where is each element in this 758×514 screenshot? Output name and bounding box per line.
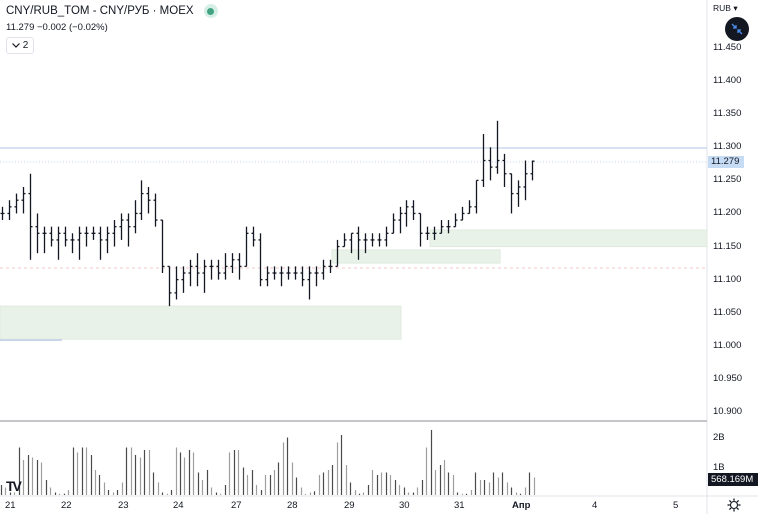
symbol-title: CNY/RUB_TOM - CNY/РУБ · MOEX (6, 5, 194, 17)
price-tick-label: 10.900 (713, 405, 743, 417)
current-volume-tag: 568.169M (708, 473, 758, 486)
last-price: 11.279 (6, 22, 35, 33)
gear-icon (727, 498, 741, 512)
time-tick-label: 30 (399, 500, 410, 511)
symbol-legend: CNY/RUB_TOM - CNY/РУБ · MOEX 11.279 −0.0… (6, 4, 218, 54)
zone-rect (0, 305, 402, 340)
time-tick-label: 4 (592, 500, 598, 511)
currency-label: RUB (713, 3, 731, 13)
price-tick-label: 11.250 (713, 174, 742, 186)
demand-zones (0, 229, 708, 340)
time-tick-label: 22 (61, 500, 72, 511)
price-tick-label: 11.300 (713, 141, 742, 153)
market-status-icon[interactable] (203, 4, 218, 18)
current-price-tag: 11.279 (708, 156, 744, 168)
price-tick-label: 11.050 (713, 306, 742, 318)
price-tick-label: 11.150 (713, 240, 742, 252)
price-change: −0.002 (−0.02%) (37, 22, 108, 33)
volume-label-2b: 2B (713, 432, 725, 443)
price-tick-label: 11.350 (713, 108, 742, 120)
tradingview-logo[interactable]: TV (6, 478, 22, 494)
time-tick-label: 24 (173, 500, 184, 511)
volume-label-1b: 1B (713, 462, 725, 473)
price-tick-label: 11.450 (713, 42, 742, 53)
time-tick-label: 29 (344, 500, 355, 511)
price-tick-label: 11.200 (713, 207, 742, 219)
volume-bars (0, 430, 536, 495)
chevron-down-icon (11, 43, 20, 48)
symbol-title-row[interactable]: CNY/RUB_TOM - CNY/РУБ · MOEX (6, 4, 218, 18)
time-tick-label: 5 (673, 500, 679, 511)
time-tick-label: 21 (5, 500, 16, 511)
price-tick-label: 11.100 (713, 273, 742, 285)
zone-rect (331, 249, 501, 264)
indicator-count: 2 (22, 40, 29, 51)
time-tick-label: 27 (231, 500, 242, 511)
price-tick-label: 10.950 (713, 372, 743, 384)
price-tick-label: 11.400 (713, 75, 742, 87)
time-tick-label: 31 (454, 500, 465, 511)
currency-selector[interactable]: RUB ▾ (713, 3, 738, 13)
collapse-indicators-button[interactable]: 2 (6, 37, 34, 54)
time-tick-label: 28 (287, 500, 298, 511)
chart-settings-button[interactable] (727, 498, 741, 512)
time-tick-label: 23 (118, 500, 129, 511)
zone-rect (429, 229, 708, 248)
ohlc-bars (0, 120, 535, 307)
autoscale-arrows-icon (731, 23, 743, 35)
time-tick-label: Апр (512, 500, 531, 511)
legend-price-row: 11.279 −0.002 (−0.02%) (6, 22, 218, 33)
autoscale-button[interactable] (725, 17, 749, 41)
price-tick-label: 11.000 (713, 339, 742, 351)
